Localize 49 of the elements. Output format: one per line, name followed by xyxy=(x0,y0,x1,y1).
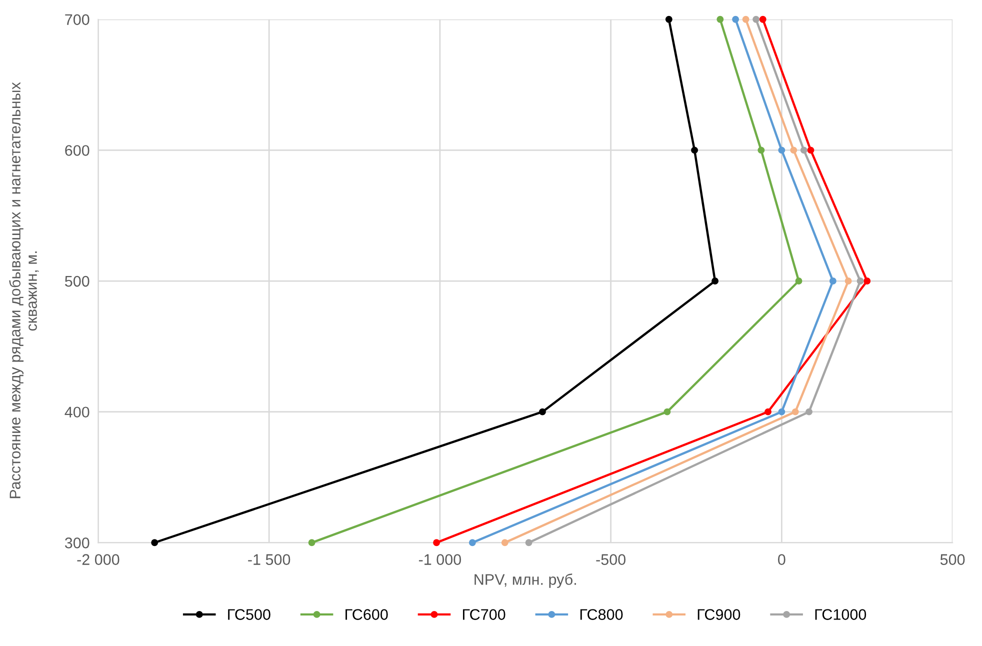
point xyxy=(732,16,740,23)
point xyxy=(308,539,316,546)
point xyxy=(792,408,799,416)
point xyxy=(800,146,808,154)
y-tick-label: 400 xyxy=(64,406,90,418)
point xyxy=(151,539,158,546)
point xyxy=(433,539,440,546)
x-tick-label: -1 500 xyxy=(248,554,290,565)
point xyxy=(468,539,476,546)
point xyxy=(752,16,760,23)
point xyxy=(829,278,836,284)
point xyxy=(664,408,671,416)
legend-label: ГС700 xyxy=(462,609,506,620)
point xyxy=(844,278,852,284)
x-tick-label: -2 000 xyxy=(77,554,120,565)
point xyxy=(525,539,532,546)
point xyxy=(778,408,786,416)
point xyxy=(501,539,508,546)
legend-label: ГС600 xyxy=(346,609,388,620)
y-tick-label: 600 xyxy=(65,145,90,156)
legend-label: ГС900 xyxy=(698,609,740,620)
point xyxy=(795,278,802,284)
point xyxy=(758,146,765,154)
legend-label: ГС500 xyxy=(228,609,270,620)
x-tick-label: -1 000 xyxy=(418,554,461,565)
y-tick-label: 500 xyxy=(64,276,90,287)
point xyxy=(712,278,719,284)
y-tick-label: 300 xyxy=(64,538,90,548)
point xyxy=(665,16,672,23)
point xyxy=(759,16,766,23)
x-tick-label: 500 xyxy=(940,554,965,565)
point xyxy=(807,146,814,154)
point xyxy=(764,408,772,416)
point xyxy=(806,408,812,416)
point xyxy=(778,146,786,154)
point xyxy=(691,146,698,154)
y-axis-title: Расстояние между рядами добывающих и нагнетательных скважин, м. xyxy=(9,82,39,498)
point xyxy=(716,16,724,23)
x-tick-label: -500 xyxy=(596,554,626,565)
point xyxy=(856,278,864,284)
x-axis-title: NPV, млн. руб. xyxy=(474,574,576,588)
legend-label: ГС800 xyxy=(580,609,623,620)
x-tick-label: 0 xyxy=(778,554,786,565)
y-tick-label: 700 xyxy=(65,14,90,26)
point xyxy=(742,16,750,23)
point xyxy=(790,146,798,154)
point xyxy=(538,408,546,416)
legend-label: ГС1000 xyxy=(815,609,866,620)
point xyxy=(864,278,871,284)
